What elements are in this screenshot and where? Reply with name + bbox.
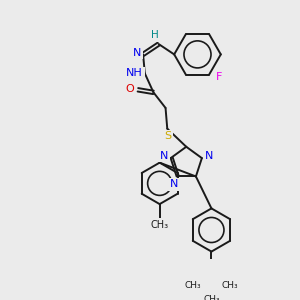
Text: N: N [133,48,141,58]
Text: N: N [205,152,213,161]
Text: N: N [170,179,178,189]
Text: F: F [215,72,222,82]
Text: CH₃: CH₃ [203,296,220,300]
Text: S: S [165,131,172,141]
Text: CH₃: CH₃ [222,281,238,290]
Text: NH: NH [126,68,143,78]
Text: CH₃: CH₃ [151,220,169,230]
Text: O: O [126,84,134,94]
Text: N: N [160,151,168,160]
Text: H: H [151,30,159,40]
Text: CH₃: CH₃ [184,281,201,290]
